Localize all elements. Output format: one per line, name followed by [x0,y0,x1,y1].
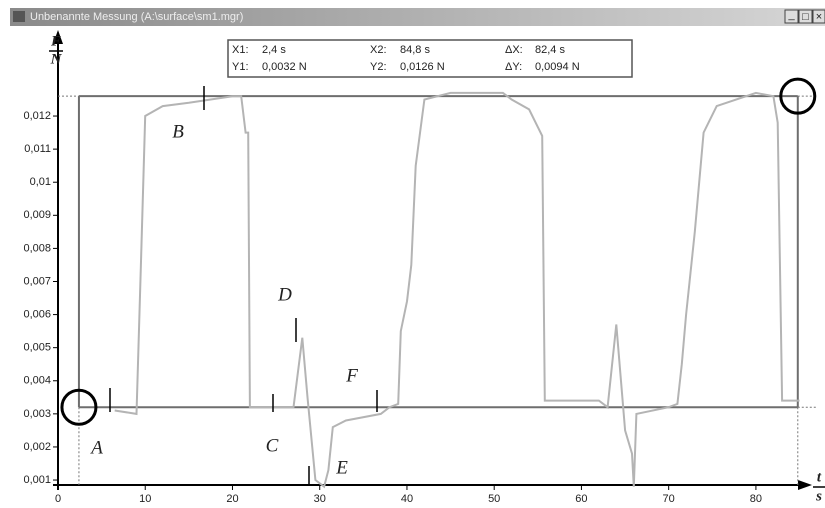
maximize[interactable] [798,9,813,24]
readout-name: Y2: [370,61,387,73]
y-tick-label: 0,008 [23,242,51,254]
window-icon [13,11,25,22]
minimize[interactable] [784,9,799,24]
y-tick-label: 0,004 [23,375,51,387]
plot: X1: 2,4 s X2: 84,8 s ΔX: 82,4 s Y1: 0,0032 N Y2:… [23,30,825,505]
x-tick-label: 70 [663,493,675,505]
x-axis-arrow [798,480,812,490]
y-axis-arrow [53,30,63,44]
y-tick-label: 0,005 [23,342,51,354]
maximize-label: □ [802,11,809,23]
annotation: F [345,365,358,386]
close-label: × [816,11,822,23]
x-tick-label: 20 [226,493,238,505]
y-tick-label: 0,012 [23,110,51,122]
y-tick-label: 0,007 [23,275,51,287]
data-line [114,91,800,489]
x-tick-label: 0 [55,493,61,505]
window-buttons: _ □ × [784,9,825,24]
annotation: B [172,121,184,142]
y-tick-label: 0,01 [30,176,51,188]
readout-value: 0,0126 N [400,61,445,73]
x-tick-label: 30 [314,493,326,505]
title-bar [10,8,825,26]
annotation: D [277,284,292,305]
window-title: Unbenannte Messung (A:\surface\sm1.mgr) [30,11,243,23]
readout-value: 82,4 s [535,44,565,56]
minimize-label: _ [787,9,795,21]
annotation: A [89,437,103,458]
readout-name: ΔY: [505,61,522,73]
y-tick-label: 0,009 [23,209,51,221]
y-label-den: N [50,51,63,67]
cursor-circle [60,388,98,426]
readout-name: X1: [232,44,249,56]
annotation: E [335,457,348,478]
x-tick-label: 10 [139,493,151,505]
y-tick-label: 0,011 [24,143,51,155]
readout-box [227,39,633,78]
readout-value: 2,4 s [262,44,286,56]
x-tick-label: 40 [401,493,413,505]
x-tick-label: 50 [488,493,500,505]
y-tick-label: 0,003 [23,408,51,420]
readout-name: Y1: [232,61,249,73]
readout-value: 0,0032 N [262,61,307,73]
readout-name: ΔX: [505,44,523,56]
x-tick-label: 60 [575,493,587,505]
readout-value: 84,8 s [400,44,430,56]
cursor-circle [779,77,817,115]
y-tick-label: 0,006 [23,308,51,320]
y-label-num: F [50,33,61,49]
x-label-den: s [815,488,822,504]
x-tick-label: 80 [750,493,762,505]
close[interactable] [812,9,825,24]
readout-value: 0,0094 N [535,61,580,73]
annotation: C [266,435,279,456]
readout-name: X2: [370,44,387,56]
x-label-num: t [817,469,822,485]
y-tick-label: 0,001 [23,474,51,486]
y-tick-label: 0,002 [23,441,51,453]
